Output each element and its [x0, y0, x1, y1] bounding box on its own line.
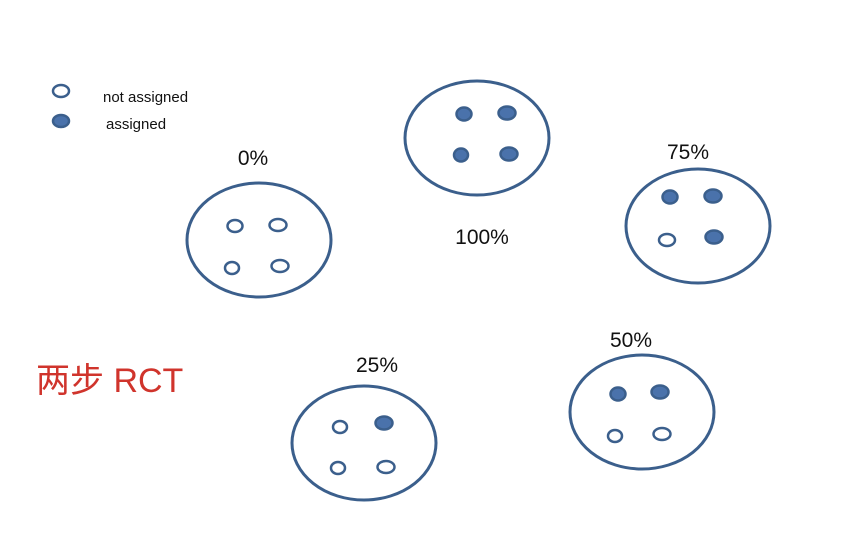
assigned-unit-marker [661, 189, 679, 205]
assigned-unit-marker [650, 384, 670, 400]
not-assigned-unit-marker [268, 217, 288, 233]
cluster-label: 25% [356, 354, 398, 377]
cluster-label: 100% [455, 226, 509, 249]
cluster-0-percent: 0% [185, 147, 333, 299]
cluster-label: 50% [610, 329, 652, 352]
assigned-unit-marker [703, 188, 723, 204]
not-assigned-unit-marker [226, 218, 244, 234]
diagram-title: 两步 RCT [36, 362, 183, 400]
assigned-unit-marker [609, 386, 627, 402]
not-assigned-unit-marker [331, 419, 349, 435]
assigned-unit-marker [374, 415, 394, 431]
cluster-label: 75% [667, 141, 709, 164]
legend-assigned-marker [51, 113, 71, 129]
assigned-unit-marker [497, 105, 517, 121]
not-assigned-unit-marker [376, 459, 396, 475]
not-assigned-unit-marker [652, 426, 672, 442]
cluster-outline [403, 79, 551, 197]
legend-not-assigned-marker [51, 83, 71, 99]
assigned-unit-marker [452, 147, 470, 163]
cluster-outline [624, 167, 772, 285]
assigned-unit-marker [455, 106, 473, 122]
cluster-25-percent: 25% [290, 354, 438, 502]
cluster-outline [568, 353, 716, 471]
not-assigned-unit-marker [329, 460, 347, 476]
legend-assigned-label: assigned [106, 116, 166, 133]
cluster-label: 0% [238, 147, 268, 170]
assigned-unit-marker [704, 229, 724, 245]
not-assigned-unit-marker [223, 260, 241, 276]
not-assigned-unit-marker [657, 232, 677, 248]
legend-not-assigned-label: not assigned [103, 89, 188, 106]
not-assigned-unit-marker [606, 428, 624, 444]
cluster-outline [185, 181, 333, 299]
assigned-unit-marker [499, 146, 519, 162]
cluster-75-percent: 75% [624, 141, 772, 285]
cluster-100-percent: 100% [403, 79, 551, 249]
legend: not assigned assigned [51, 83, 188, 133]
cluster-outline [290, 384, 438, 502]
cluster-50-percent: 50% [568, 329, 716, 471]
not-assigned-unit-marker [270, 258, 290, 274]
